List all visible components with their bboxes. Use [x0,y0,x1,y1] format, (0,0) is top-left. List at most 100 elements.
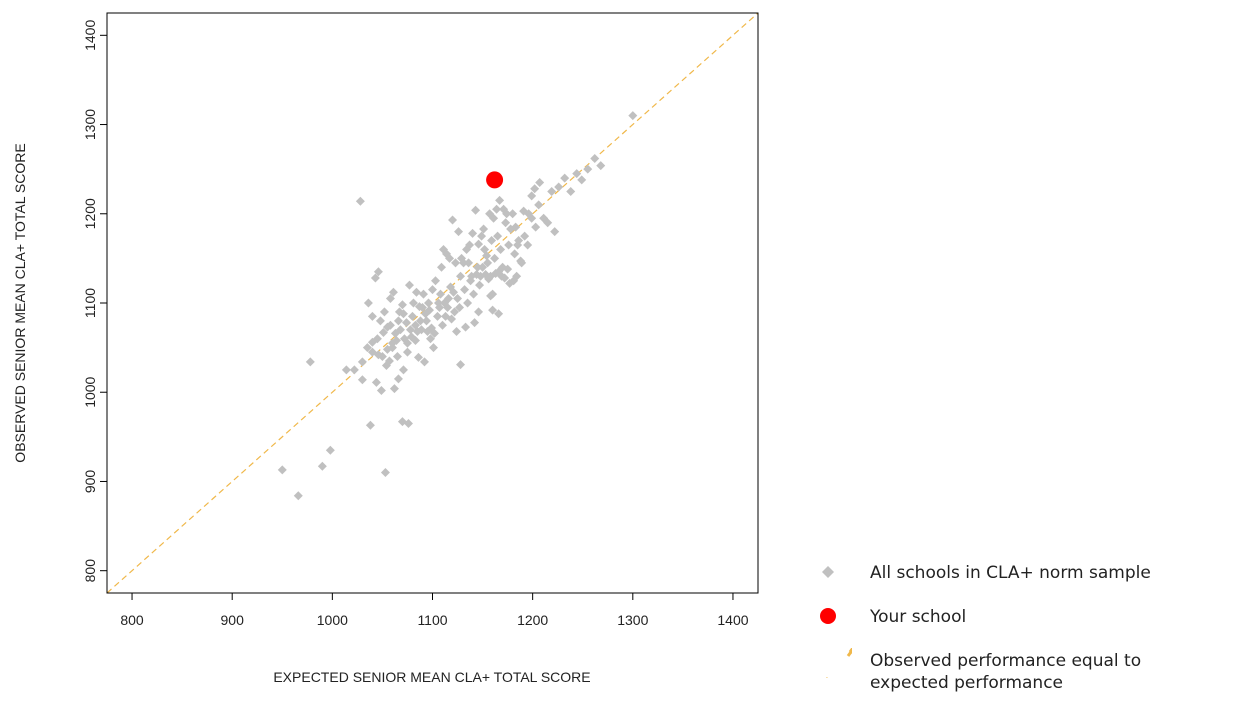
norm-sample-point [422,327,432,337]
legend: All schools in CLA+ norm sample Your sch… [808,560,1228,694]
norm-sample-point [469,289,479,299]
norm-sample-point [496,244,506,254]
norm-sample-point [527,191,537,201]
norm-sample-point [451,258,461,268]
norm-sample-point [489,213,499,223]
norm-sample-point [468,228,478,238]
norm-sample-point [435,302,445,312]
norm-sample-point [596,161,606,171]
norm-sample-point [493,231,503,241]
norm-sample-point [397,300,407,310]
norm-sample-point [513,240,523,250]
norm-sample-point [395,325,405,335]
x-tick-label: 1200 [517,612,548,628]
norm-sample-point [520,231,530,241]
norm-sample-point [305,357,315,367]
norm-sample-point [502,209,512,219]
norm-sample-point [494,309,504,319]
norm-sample-point [367,337,377,347]
norm-sample-point [519,206,529,216]
norm-sample-point [437,262,447,272]
norm-sample-point [530,184,540,194]
norm-sample-point [456,271,466,281]
norm-sample-point [414,302,424,312]
norm-sample-point [365,420,375,430]
norm-sample-point [464,258,474,268]
norm-sample-point [349,365,359,375]
y-tick-label: 1100 [82,288,98,318]
norm-sample-point [443,302,453,312]
x-tick-label: 1300 [617,612,648,628]
norm-sample-point [506,224,516,234]
norm-sample-point [508,209,518,219]
norm-sample-point [392,352,402,362]
norm-sample-point [503,264,513,274]
y-axis-title: OBSERVED SENIOR MEAN CLA+ TOTAL SCORE [12,143,28,462]
norm-sample-point [450,307,460,317]
norm-sample-point [492,204,502,214]
norm-sample-point [454,227,464,237]
norm-sample-point [415,316,425,326]
norm-sample-point [424,305,434,315]
norm-sample-point [472,269,482,279]
norm-sample-point [433,311,443,321]
x-axis-title: EXPECTED SENIOR MEAN CLA+ TOTAL SCORE [273,669,590,685]
gray-diamond-icon [822,566,834,578]
your-school-point [486,171,504,189]
legend-label-reference-line-2: expected performance [870,673,1064,693]
norm-sample-point [490,253,500,263]
norm-sample-point [431,276,441,286]
norm-sample-point [577,175,587,185]
norm-sample-point [385,320,395,330]
norm-sample-point [531,222,541,232]
norm-sample-point [452,327,462,337]
norm-sample-point [543,218,553,228]
norm-sample-point [403,418,413,428]
orange-dash-icon [826,648,852,678]
norm-sample-point [441,311,451,321]
norm-sample-point [401,318,411,328]
norm-sample-point [398,309,408,319]
norm-sample-point [583,164,593,174]
norm-sample-point [413,352,423,362]
legend-label-reference-line: Observed performance equal to expected p… [870,650,1141,694]
norm-sample-point [357,375,367,385]
norm-sample-point [408,298,418,308]
norm-sample-point [444,294,454,304]
norm-sample-point [495,195,505,205]
norm-sample-point [474,239,484,249]
norm-sample-point [436,289,446,299]
norm-sample-point [317,461,327,471]
norm-sample-point [516,256,526,266]
y-tick-label: 1300 [82,109,98,140]
norm-sample-point [430,328,440,338]
norm-sample-point [402,338,412,348]
norm-sample-point [387,343,397,353]
scatter-chart: 800 900 1000 1100 1200 1300 1400 800 900 1000 1100… [12,12,759,685]
legend-label-reference-line-1: Observed performance equal to [870,651,1142,671]
norm-sample-point [479,224,489,234]
norm-sample-point [523,240,533,250]
y-tick-label: 900 [82,470,98,494]
norm-sample-point [471,205,481,215]
y-tick-label: 1000 [82,376,98,407]
x-tick-label: 900 [221,612,245,628]
norm-sample-point [547,186,557,196]
norm-sample-point [448,215,458,225]
norm-sample-point [355,196,365,206]
y-tick-label: 1400 [82,20,98,51]
norm-sample-point [510,249,520,259]
norm-sample-point [475,280,485,290]
norm-sample-point [393,316,403,326]
norm-sample-point [473,262,483,272]
x-tick-label: 1000 [317,612,348,628]
x-tick-label: 1400 [717,612,748,628]
norm-sample-point [445,253,455,263]
norm-sample-point [362,343,372,353]
norm-sample-point [421,316,431,326]
norm-sample-point [456,360,466,370]
legend-item-reference-line: Observed performance equal to expected p… [808,648,1228,694]
norm-sample-point [402,347,412,357]
norm-sample-point [527,213,537,223]
norm-sample-point [381,360,391,370]
